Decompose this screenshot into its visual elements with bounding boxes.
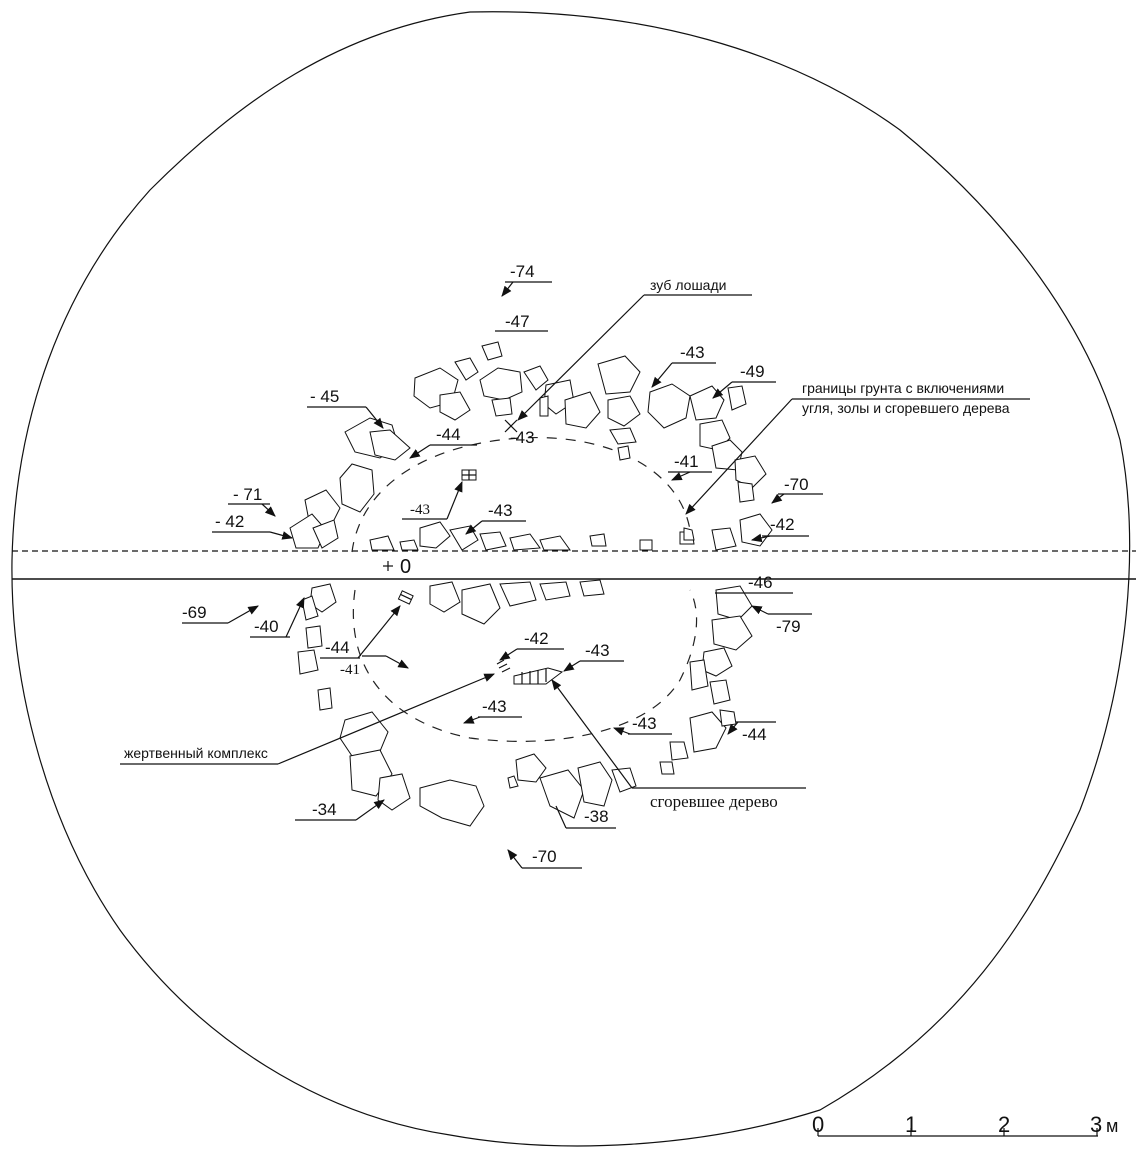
svg-text:-38: -38 [584, 807, 609, 826]
depth-label-42-right: -42 [750, 515, 809, 543]
svg-text:угля, золы и сгоревшего дерева: угля, золы и сгоревшего дерева [802, 400, 1010, 416]
depth-label-43-lower-center: -43 [462, 697, 522, 724]
svg-text:-69: -69 [182, 603, 207, 622]
stones-lower [297, 579, 753, 827]
depth-label-49: -49 [712, 362, 776, 399]
depth-label-43-upper: -43 [651, 343, 716, 388]
depth-label-45: - 45 [307, 387, 384, 429]
scale-tick-3: 3 [1090, 1112, 1102, 1137]
svg-text:- 42: - 42 [215, 512, 244, 531]
depth-label-44-upper: -44 [409, 425, 477, 459]
depth-label-69: -69 [182, 603, 259, 624]
svg-text:-49: -49 [740, 362, 765, 381]
scale-tick-0: 0 [812, 1112, 824, 1137]
datum-marker: 0 [383, 556, 411, 578]
svg-text:-44: -44 [436, 425, 461, 444]
depth-label-79: -79 [751, 605, 812, 636]
depth-label-43-lower-right: -43 [612, 714, 672, 736]
svg-text:-43: -43 [488, 501, 513, 520]
svg-text:-70: -70 [532, 847, 557, 866]
depth-label-43-center: -43 [465, 501, 526, 535]
depth-label-38: -38 [555, 805, 616, 829]
svg-text:-43: -43 [680, 343, 705, 362]
svg-text:-74: -74 [510, 262, 535, 281]
soil-boundary-annotation: границы грунта с включениями угля, золы … [685, 380, 1030, 515]
depth-label-40: -40 [250, 597, 305, 638]
scale-bar: 0 1 2 3 м [812, 1112, 1118, 1137]
svg-text:зуб лошади: зуб лошади [650, 277, 726, 293]
soil-boundary-upper [351, 436, 691, 553]
depth-label-70-lower: -70 [507, 847, 582, 869]
depth-label-44-lower: -44 [320, 605, 401, 659]
depth-label-44-right: -44 [727, 721, 776, 744]
svg-text:-43: -43 [632, 714, 657, 733]
svg-text:-41: -41 [674, 452, 699, 471]
burnt-wood-piece [513, 667, 564, 685]
svg-text:-70: -70 [784, 475, 809, 494]
depth-label-74: -74 [501, 262, 552, 297]
svg-text:-40: -40 [254, 617, 279, 636]
svg-text:-34: -34 [312, 800, 337, 819]
scale-tick-2: 2 [998, 1112, 1010, 1137]
svg-text:-42: -42 [770, 515, 795, 534]
svg-text:-44: -44 [325, 638, 350, 657]
depth-label-43-tooth: -43 [510, 428, 535, 447]
depth-label-43-left: -43 [402, 480, 463, 520]
pit-outline [11, 11, 1131, 1147]
sacrificial-complex-annotation: жертвенный комплекс [120, 673, 495, 765]
svg-text:-41: -41 [340, 662, 360, 678]
burnt-wood-annotation: сгоревшее дерево [551, 679, 806, 811]
scale-tick-1: 1 [905, 1112, 917, 1137]
svg-text:- 71: - 71 [233, 485, 262, 504]
depth-label-70-upper: -70 [771, 475, 823, 504]
svg-text:-43: -43 [482, 697, 507, 716]
svg-text:-44: -44 [742, 725, 767, 744]
depth-label-41-lower: -41 [340, 655, 409, 678]
svg-text:-79: -79 [776, 617, 801, 636]
svg-text:0: 0 [400, 556, 411, 578]
svg-text:границы грунта с включениями: границы грунта с включениями [802, 380, 1004, 396]
depth-label-47: -47 [495, 312, 548, 332]
depth-label-42-center: -42 [499, 629, 564, 661]
svg-text:- 45: - 45 [310, 387, 339, 406]
svg-text:сгоревшее дерево: сгоревшее дерево [650, 792, 778, 811]
svg-text:-42: -42 [524, 629, 549, 648]
depth-label-71: - 71 [228, 485, 276, 517]
depth-label-43-wood: -43 [563, 641, 624, 672]
svg-text:-47: -47 [505, 312, 530, 331]
horse-tooth-annotation: зуб лошади [517, 277, 752, 421]
soil-boundary-lower [352, 589, 698, 742]
depth-label-34: -34 [295, 799, 385, 821]
stones-upper [289, 341, 773, 551]
svg-text:-46: -46 [748, 573, 773, 592]
small-finds [397, 419, 518, 673]
depth-label-42-left: - 42 [212, 512, 294, 540]
scale-unit: м [1106, 1116, 1118, 1136]
depth-label-46: -46 [715, 573, 793, 594]
svg-text:жертвенный комплекс: жертвенный комплекс [124, 745, 268, 761]
svg-text:-43: -43 [585, 641, 610, 660]
svg-text:-43: -43 [510, 428, 535, 447]
svg-text:-43: -43 [410, 502, 430, 518]
depth-label-41-upper: -41 [668, 452, 712, 481]
